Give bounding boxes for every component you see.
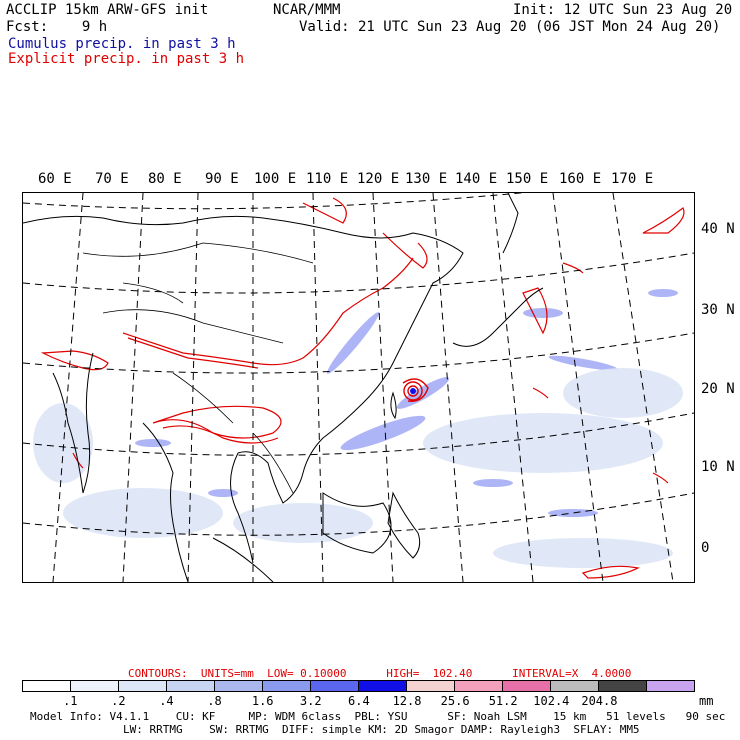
lat-label-20n: 20 N	[701, 381, 735, 397]
precip-map	[22, 192, 695, 583]
lon-label-140e: 140 E	[455, 171, 498, 187]
colorbar-cell	[215, 681, 263, 691]
colorbar-cell	[23, 681, 71, 691]
light-precip-areas	[33, 368, 683, 568]
colorbar-cell	[455, 681, 503, 691]
lon-label-160e: 160 E	[559, 171, 602, 187]
colorbar-cell	[311, 681, 359, 691]
lon-label-110e: 110 E	[306, 171, 349, 187]
colorbar-tick-label: .8	[207, 694, 222, 708]
colorbar-tick-label: 1.6	[251, 694, 274, 708]
lat-label-30n: 30 N	[701, 302, 735, 318]
map-canvas	[23, 193, 694, 582]
contours-info: CONTOURS: UNITS=mm LOW= 0.10000 HIGH= 10…	[128, 667, 632, 680]
colorbar-tick-label: .4	[159, 694, 174, 708]
colorbar-cell	[407, 681, 455, 691]
colorbar-tick-label: .1	[63, 694, 78, 708]
lon-label-130e: 130 E	[405, 171, 448, 187]
colorbar-tick-label: 204.8	[581, 694, 618, 708]
header-center-title: NCAR/MMM	[273, 2, 341, 18]
colorbar-tick-label: 12.8	[392, 694, 422, 708]
colorbar-tick-label: 25.6	[440, 694, 470, 708]
colorbar-cell	[359, 681, 407, 691]
lat-label-0: 0	[701, 540, 710, 556]
colorbar-tick-label: 51.2	[488, 694, 518, 708]
typhoon-feature	[402, 378, 429, 402]
colorbar-cell	[647, 681, 694, 691]
lat-label-40n: 40 N	[701, 221, 735, 237]
footer-model-info: Model Info: V4.1.1 CU: KF MP: WDM 6class…	[30, 710, 726, 723]
header-valid-time: Valid: 21 UTC Sun 23 Aug 20 (06 JST Mon …	[299, 19, 721, 35]
typhoon-core	[410, 388, 416, 394]
lon-label-70e: 70 E	[95, 171, 129, 187]
colorbar-cell	[503, 681, 551, 691]
lon-label-80e: 80 E	[148, 171, 182, 187]
lon-label-60e: 60 E	[38, 171, 72, 187]
colorbar-cell	[71, 681, 119, 691]
colorbar-cell	[551, 681, 599, 691]
graticule	[23, 193, 694, 582]
lon-label-100e: 100 E	[254, 171, 297, 187]
lon-label-120e: 120 E	[357, 171, 400, 187]
precip-colorbar	[22, 680, 695, 692]
lon-label-90e: 90 E	[205, 171, 239, 187]
header-run-title: ACCLIP 15km ARW-GFS init	[6, 2, 209, 18]
header-init-time: Init: 12 UTC Sun 23 Aug 20	[513, 2, 733, 18]
explicit-precip-contours	[40, 197, 685, 579]
colorbar-tick-label: 6.4	[348, 694, 370, 708]
colorbar-cell	[263, 681, 311, 691]
colorbar-tick-label: 3.2	[299, 694, 322, 708]
lon-label-150e: 150 E	[506, 171, 549, 187]
colorbar-cell	[599, 681, 647, 691]
colorbar-cell	[167, 681, 215, 691]
borders	[82, 242, 314, 494]
colorbar-cell	[119, 681, 167, 691]
colorbar-units: mm	[699, 694, 714, 708]
colorbar-tick-label: .2	[111, 694, 126, 708]
legend-cumulus-precip: Cumulus precip. in past 3 h	[8, 36, 236, 52]
header-forecast-hour: Fcst: 9 h	[6, 19, 108, 35]
footer-physics-info: LW: RRTMG SW: RRTMG DIFF: simple KM: 2D …	[123, 723, 640, 736]
colorbar-tick-label: 102.4	[533, 694, 570, 708]
lon-label-170e: 170 E	[611, 171, 654, 187]
lat-label-10n: 10 N	[701, 459, 735, 475]
legend-explicit-precip: Explicit precip. in past 3 h	[8, 51, 245, 67]
